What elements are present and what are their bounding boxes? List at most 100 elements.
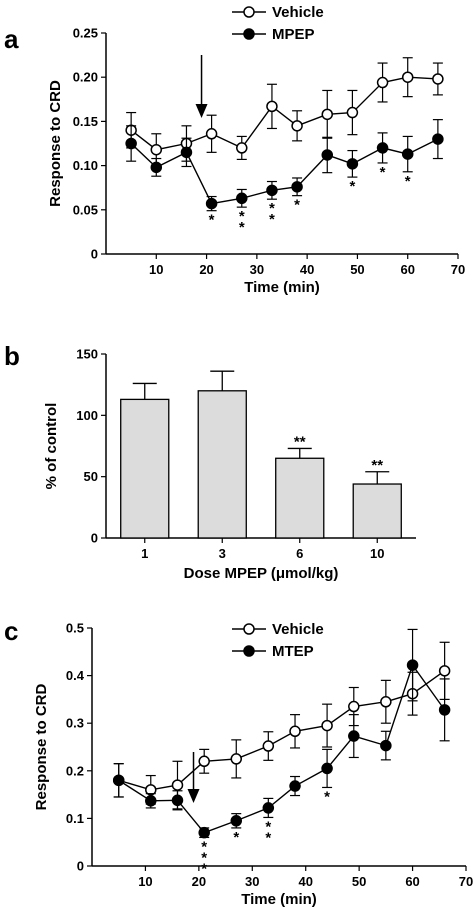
y-tick-label: 0.05 (73, 202, 98, 217)
y-tick-label: 150 (76, 347, 98, 362)
x-tick-label: 1 (141, 546, 148, 561)
data-point-mpep (321, 149, 334, 161)
data-point-vehicle (171, 779, 184, 791)
data-point-mpep (291, 181, 303, 193)
data-point-mtep (348, 730, 360, 742)
significance-stars: ** (371, 457, 383, 474)
y-tick-label: 0 (91, 247, 98, 262)
x-tick-label: 6 (296, 546, 303, 561)
significance-star: * (349, 178, 355, 195)
y-tick-label: 0.5 (66, 621, 84, 636)
x-tick-label: 30 (245, 874, 259, 889)
data-point-vehicle (230, 753, 243, 765)
y-tick-label: 0.20 (73, 70, 98, 85)
data-point-mtep (406, 659, 419, 671)
legend-marker (243, 6, 255, 18)
arrow-head (187, 789, 200, 803)
data-point-vehicle (321, 719, 333, 732)
data-point-mpep (432, 133, 444, 145)
x-axis-label: Dose MPEP (μmol/kg) (184, 565, 339, 582)
x-tick-label: 70 (459, 874, 473, 889)
series-line-mtep (118, 663, 446, 834)
legend-label: Vehicle (272, 621, 324, 638)
arrow-head (195, 104, 208, 118)
data-point-vehicle (262, 740, 275, 752)
significance-star: * (239, 219, 245, 236)
x-tick-label: 50 (350, 262, 364, 277)
x-tick-label: 40 (298, 874, 312, 889)
data-point-vehicle (438, 665, 451, 677)
legend-label: MTEP (272, 643, 314, 660)
legend-label: MPEP (272, 26, 315, 43)
data-point-mtep (230, 815, 243, 827)
x-tick-label: 10 (370, 546, 384, 561)
y-tick-label: 0 (77, 859, 84, 874)
x-tick-label: 60 (400, 262, 414, 277)
significance-star: * (209, 212, 215, 229)
data-point-mpep (346, 158, 359, 170)
panel-a-letter: a (4, 24, 19, 54)
x-tick-label: 10 (149, 262, 163, 277)
data-point-vehicle (205, 128, 218, 140)
data-point-mpep (266, 184, 278, 197)
bar (120, 398, 170, 539)
significance-star: * (265, 829, 271, 846)
data-point-mpep (125, 137, 137, 150)
x-axis-label: Time (min) (244, 279, 320, 296)
data-point-mtep (262, 802, 275, 814)
data-point-mtep (198, 826, 210, 839)
data-point-vehicle (236, 142, 248, 154)
y-tick-label: 0 (91, 531, 98, 546)
data-point-mpep (180, 146, 193, 159)
y-tick-label: 50 (84, 469, 98, 484)
data-point-mtep (112, 774, 125, 787)
data-point-mtep (380, 739, 392, 752)
data-point-vehicle (291, 120, 303, 132)
y-tick-label: 0.4 (66, 668, 85, 683)
data-point-vehicle (346, 106, 359, 119)
chart-c: 0 0.1 0.2 0.3 0.4 0.5 10 20 30 40 50 60 70 Time (min)… (33, 621, 473, 909)
data-point-mpep (205, 197, 218, 210)
data-point-vehicle (150, 143, 163, 156)
y-axis-label: Response to CRD (33, 683, 50, 810)
y-axis-label: % of control (43, 403, 60, 490)
series-line-vehicle (118, 670, 446, 791)
x-tick-label: 10 (138, 874, 152, 889)
data-point-mtep (321, 762, 333, 775)
data-point-mtep (171, 794, 184, 807)
series-line-mpep (130, 138, 439, 205)
y-tick-label: 0.10 (73, 158, 98, 173)
y-tick-label: 0.1 (66, 811, 84, 826)
data-point-vehicle (348, 700, 360, 713)
data-point-vehicle (266, 100, 278, 113)
data-point-vehicle (432, 73, 444, 85)
bar (275, 457, 325, 539)
x-tick-label: 60 (405, 874, 419, 889)
x-tick-label: 3 (219, 546, 226, 561)
significance-star: * (294, 197, 300, 214)
y-axis-label: Response to CRD (47, 80, 64, 207)
significance-star: * (405, 173, 411, 190)
bar (352, 483, 402, 539)
data-point-vehicle (289, 725, 301, 738)
x-axis-label: Time (min) (241, 891, 317, 908)
x-tick-label: 50 (352, 874, 366, 889)
x-tick-label: 30 (250, 262, 264, 277)
data-point-mtep (438, 704, 451, 716)
significance-star: * (269, 211, 275, 228)
chart-a: 0 0.05 0.10 0.15 0.20 0.25 10 20 30 40 50 60 70 Time … (47, 4, 465, 296)
legend-label: Vehicle (272, 4, 324, 21)
bar (197, 390, 247, 539)
significance-star: * (233, 829, 239, 846)
x-tick-label: 20 (192, 874, 206, 889)
significance-star: * (201, 838, 207, 855)
y-tick-label: 100 (76, 408, 98, 423)
y-tick-label: 0.2 (66, 763, 84, 778)
y-tick-label: 0.25 (73, 26, 98, 41)
x-tick-label: 20 (199, 262, 213, 277)
data-point-mpep (150, 161, 163, 174)
significance-star: * (201, 860, 207, 877)
chart-b: 0 50 100 150 1 3 6 ** 10 ** Dose MPEP (μmol/kg) % o… (43, 347, 416, 582)
x-tick-label: 40 (300, 262, 314, 277)
